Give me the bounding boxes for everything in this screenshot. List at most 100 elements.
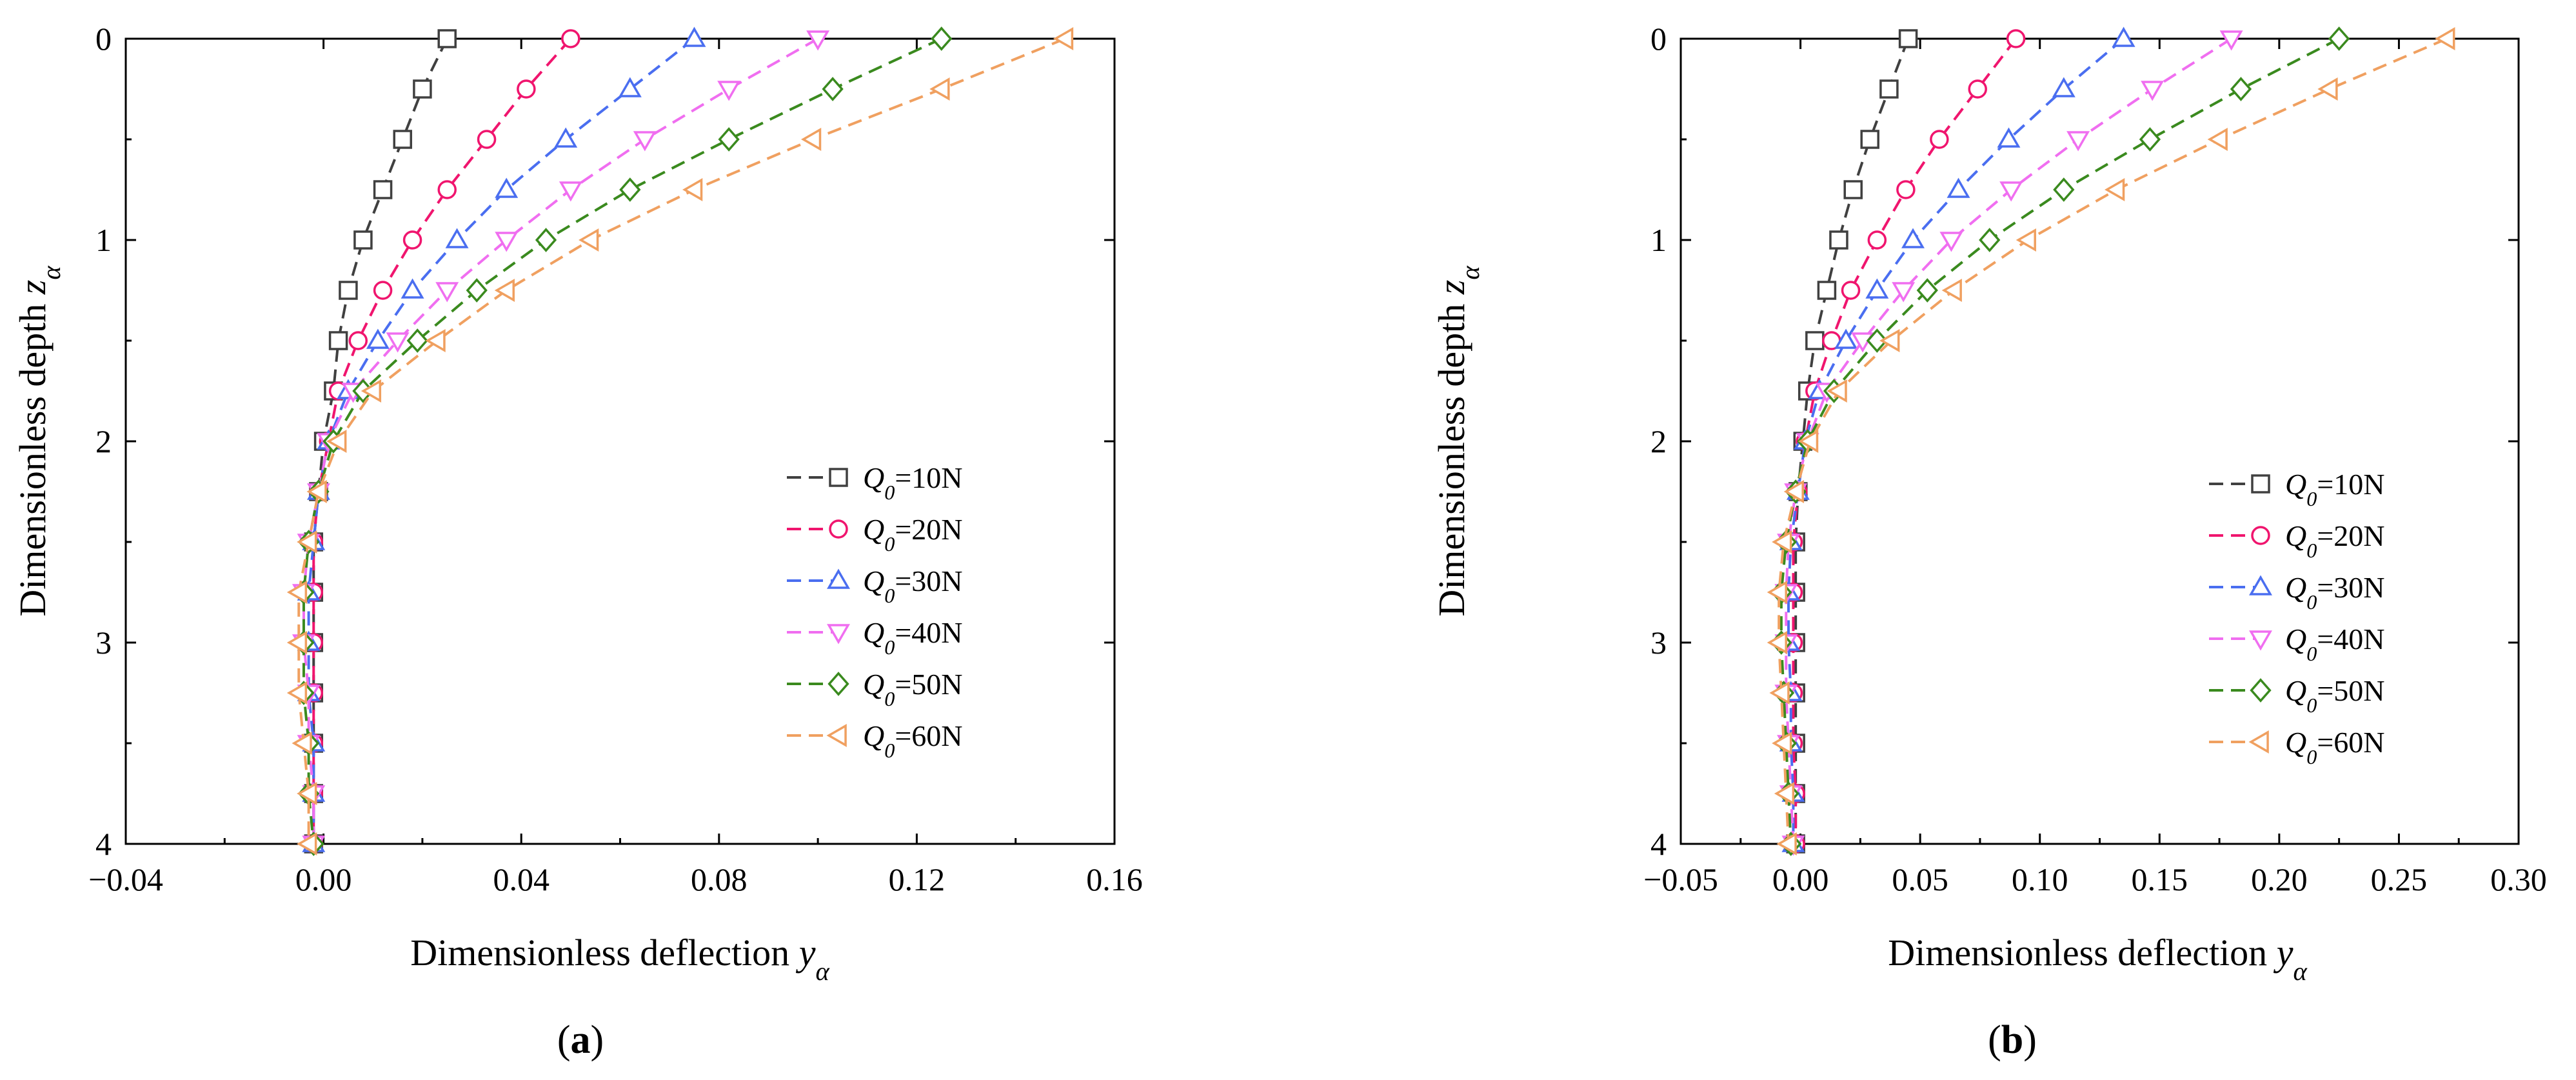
- data-point-series-2: [1930, 130, 1949, 149]
- legend-label: Q0=40N: [863, 616, 963, 659]
- data-point-series-4: [495, 232, 519, 252]
- data-point-series-5: [2139, 127, 2161, 152]
- data-point-series-5: [466, 278, 488, 303]
- data-point-series-6: [2317, 77, 2338, 101]
- data-point-series-4: [806, 30, 830, 51]
- data-point-series-1: [1843, 180, 1863, 199]
- data-point-series-4: [386, 332, 410, 353]
- data-point-series-1: [1879, 79, 1899, 99]
- y-tick-label: 1: [1650, 222, 1667, 258]
- data-point-series-6: [2435, 27, 2455, 50]
- series-line-2: [312, 37, 572, 844]
- x-axis-title: Dimensionless deflection yα: [1888, 932, 2307, 986]
- data-point-series-6: [1879, 329, 1900, 352]
- data-point-series-3: [1947, 177, 1970, 198]
- legend-marker: [829, 519, 848, 539]
- x-tick-label: −0.05: [1643, 861, 1718, 897]
- data-point-series-5: [2230, 77, 2252, 101]
- legend-label: Q0=40N: [2285, 623, 2385, 665]
- data-point-series-1: [373, 180, 393, 199]
- data-point-series-1: [339, 281, 358, 300]
- data-point-series-6: [1772, 732, 1792, 755]
- panel-a: −0.04 0.00 0.04 0.08 0.12 0.16 0 1 2 3 4 Dimensionl…: [12, 21, 1143, 1062]
- legend-marker: [826, 724, 847, 747]
- data-point-series-4: [1999, 181, 2023, 202]
- data-point-series-6: [1767, 581, 1787, 604]
- plot-area: [1767, 26, 2455, 856]
- data-point-series-1: [437, 29, 457, 48]
- data-point-series-2: [561, 29, 580, 48]
- data-point-series-4: [1892, 282, 1916, 303]
- data-point-series-5: [2328, 26, 2350, 51]
- data-point-series-3: [2112, 26, 2135, 47]
- legend-label: Q0=10N: [2285, 468, 2385, 510]
- data-point-series-6: [425, 329, 446, 352]
- x-tick-label: 0.30: [2490, 861, 2547, 897]
- data-point-series-3: [554, 127, 578, 148]
- data-point-series-6: [306, 480, 327, 503]
- y-tick-label: 0: [1650, 21, 1667, 57]
- data-point-series-1: [1829, 230, 1848, 250]
- y-tick-label: 4: [95, 826, 112, 862]
- data-point-series-6: [1053, 27, 1074, 50]
- data-point-series-6: [286, 631, 308, 654]
- series-line-4: [302, 37, 819, 844]
- data-point-series-1: [1860, 130, 1879, 149]
- data-point-series-6: [286, 581, 308, 604]
- data-point-series-6: [579, 228, 599, 252]
- legend-marker: [2251, 474, 2270, 494]
- data-point-series-5: [1866, 328, 1888, 353]
- data-point-series-2: [1841, 281, 1861, 300]
- y-tick-label: 3: [95, 625, 112, 661]
- data-point-series-6: [682, 178, 703, 201]
- data-point-series-6: [800, 128, 822, 151]
- data-point-series-3: [618, 77, 642, 97]
- series-line-3: [307, 37, 695, 844]
- legend-label: Q0=50N: [2285, 674, 2385, 717]
- x-tick-label: 0.12: [889, 861, 946, 897]
- legend: Q0=10N Q0=20N Q0=30N Q0=40N Q0=50N Q0=60N: [2209, 468, 2385, 768]
- data-point-series-4: [2066, 131, 2090, 152]
- legend-marker: [827, 672, 849, 696]
- data-point-series-6: [2105, 178, 2125, 201]
- data-point-series-4: [435, 282, 459, 303]
- data-point-series-5: [1916, 278, 1938, 303]
- data-point-series-5: [619, 177, 641, 202]
- series-line-5: [302, 37, 942, 845]
- data-point-series-3: [445, 228, 469, 248]
- legend-marker: [2251, 526, 2270, 545]
- data-point-series-3: [2052, 77, 2076, 97]
- series-line-3: [1787, 37, 2125, 844]
- legend-label: Q0=10N: [863, 461, 963, 504]
- data-point-series-2: [348, 331, 368, 350]
- y-axis-title: Dimensionless depth zα: [1431, 266, 1485, 617]
- data-point-series-1: [1805, 331, 1825, 350]
- x-tick-label: 0.04: [493, 861, 550, 897]
- data-point-series-5: [406, 328, 428, 353]
- data-point-series-5: [822, 77, 844, 101]
- y-tick-label: 1: [95, 222, 112, 258]
- legend: Q0=10N Q0=20N Q0=30N Q0=40N Q0=50N Q0=60N: [787, 461, 963, 762]
- x-tick-label: 0.08: [691, 861, 748, 897]
- panel-b: −0.05 0.00 0.05 0.10 0.15 0.20 0.25 0.30 0 1 2 3 4 Di…: [1431, 21, 2547, 1062]
- data-point-series-2: [1968, 79, 1987, 99]
- x-tick-label: 0.00: [295, 861, 352, 897]
- plot-frame: [124, 37, 1116, 845]
- data-point-series-6: [1774, 782, 1795, 805]
- data-point-series-1: [393, 130, 412, 149]
- data-point-series-4: [559, 181, 582, 202]
- data-point-series-4: [1939, 232, 1963, 252]
- legend-label: Q0=30N: [863, 565, 963, 607]
- series-line-6: [1778, 37, 2448, 845]
- plot-area: [286, 26, 1074, 856]
- data-point-series-5: [2053, 177, 2075, 202]
- data-point-series-3: [1834, 328, 1858, 349]
- data-point-series-6: [2016, 228, 2036, 252]
- x-tick-label: −0.04: [88, 861, 163, 897]
- data-point-series-5: [931, 26, 953, 51]
- data-point-series-2: [373, 281, 393, 300]
- data-point-series-3: [1997, 127, 2021, 148]
- data-point-series-6: [929, 77, 950, 101]
- data-point-series-6: [2207, 128, 2228, 151]
- y-axis-title: Dimensionless depth zα: [12, 266, 66, 617]
